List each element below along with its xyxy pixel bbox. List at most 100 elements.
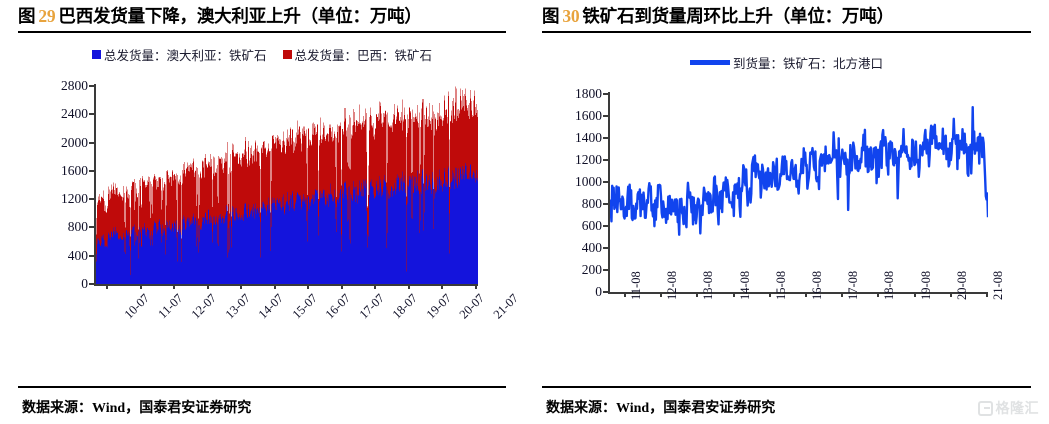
figure-29-number: 29	[38, 6, 56, 26]
y-tick-mark	[89, 283, 94, 285]
legend-item-brazil: 总发货量：巴西：铁矿石	[282, 45, 433, 64]
y-tick-mark	[89, 226, 94, 229]
figure-29-title-rule	[18, 31, 506, 33]
x-tick-mark	[877, 292, 880, 297]
legend-swatch-australia	[91, 49, 101, 59]
x-tick-mark	[340, 284, 343, 289]
figure-30-source: 数据来源：Wind，国泰君安证券研究	[546, 401, 776, 416]
legend-item-arrivals: 到货量：铁矿石：北方港口	[689, 53, 883, 72]
y-tick-label: 0	[595, 284, 602, 299]
x-tick-label: 16-07	[322, 291, 354, 322]
y-tick-mark	[603, 159, 608, 161]
y-tick-mark	[89, 198, 94, 201]
x-tick-mark	[307, 284, 309, 289]
x-tick-label: 21-07	[490, 291, 521, 322]
x-tick-mark	[913, 292, 916, 297]
y-tick-label: 1800	[575, 86, 602, 101]
y-tick-label: 600	[581, 218, 602, 233]
y-tick-label: 1200	[575, 152, 602, 167]
y-tick-label: 200	[581, 262, 602, 277]
figure-30-chart: 0 200 400 600 800 1000 1200 1400 1600 1800 11-08 12…	[542, 81, 1031, 333]
figure-30-plot-region: 0 200 400 600 800 1000 1200 1400 1600 1800 11-08 12…	[542, 81, 1031, 333]
x-tick-mark	[273, 284, 276, 289]
y-axis-line	[608, 92, 610, 294]
x-tick-label: 16-08	[810, 270, 824, 300]
y-tick-mark	[603, 181, 608, 183]
series-area-australia	[96, 163, 478, 284]
figure-30-legend: 到货量：铁矿石：北方港口	[542, 47, 1031, 77]
x-tick-label: 18-07	[389, 291, 421, 322]
x-tick-label: 18-08	[882, 270, 897, 300]
figure-29-source: 数据来源：Wind，国泰君安证券研究	[22, 401, 252, 416]
x-tick-mark	[407, 284, 410, 289]
y-tick-label: 2800	[61, 78, 88, 93]
figure-30-number: 30	[562, 6, 580, 26]
x-tick-label: 17-07	[356, 291, 387, 322]
logo-icon	[977, 400, 993, 416]
x-tick-mark	[696, 292, 699, 297]
x-tick-label: 12-07	[188, 291, 220, 322]
y-tick-label: 2000	[61, 134, 88, 150]
figure-29-legend: 总发货量：澳大利亚：铁矿石 总发货量：巴西：铁矿石	[18, 39, 506, 69]
x-tick-mark	[768, 292, 771, 297]
legend-label-brazil: 总发货量：巴西：铁矿石	[294, 48, 433, 63]
x-tick-label: 10-07	[121, 291, 153, 322]
x-tick-mark	[173, 284, 175, 289]
legend-label-australia: 总发货量：澳大利亚：铁矿石	[103, 48, 267, 63]
y-tick-mark	[89, 254, 94, 257]
y-axis-line	[94, 84, 96, 286]
figure-29-title: 图 29 巴西发货量下降，澳大利亚上升（单位：万吨）	[18, 0, 506, 29]
series-line-arrivals	[610, 106, 988, 236]
y-tick-mark	[603, 203, 608, 205]
x-tick-mark	[660, 292, 663, 297]
legend-line-arrivals	[689, 59, 730, 65]
figure-30-title-rule	[542, 31, 1031, 33]
y-tick-mark	[89, 85, 94, 87]
y-tick-label: 2400	[61, 106, 88, 122]
legend-swatch-brazil	[282, 49, 292, 59]
y-tick-mark	[603, 269, 608, 271]
x-tick-mark	[624, 292, 626, 297]
x-tick-mark	[139, 284, 142, 289]
y-tick-mark	[603, 115, 608, 117]
y-tick-label: 1200	[61, 191, 88, 207]
x-tick-mark	[949, 292, 952, 297]
y-tick-label: 800	[67, 219, 88, 235]
y-tick-label: 0	[81, 276, 88, 291]
plot-area	[96, 86, 478, 284]
y-tick-label: 1600	[61, 162, 88, 178]
x-tick-mark	[206, 284, 209, 289]
legend-item-australia: 总发货量：澳大利亚：铁矿石	[91, 45, 267, 64]
x-tick-mark	[106, 284, 108, 289]
x-tick-label: 12-08	[665, 270, 680, 300]
figure-30-title-text: 铁矿石到货量周环比上升（单位：万吨）	[582, 6, 894, 26]
x-tick-label: 20-07	[456, 291, 488, 322]
y-tick-label: 1600	[575, 108, 602, 123]
y-tick-label: 1000	[575, 174, 602, 189]
figure-29-panel: 图 29 巴西发货量下降，澳大利亚上升（单位：万吨） 总发货量：澳大利亚：铁矿石 总…	[0, 0, 524, 424]
x-tick-label: 19-08	[918, 270, 933, 300]
figure-29-footer-rule	[18, 386, 506, 388]
x-tick-mark	[474, 284, 477, 289]
x-tick-label: 14-07	[255, 291, 287, 322]
x-tick-label: 13-07	[222, 291, 253, 322]
x-axis-line	[608, 292, 988, 294]
legend-label-arrivals: 到货量：铁矿石：北方港口	[732, 56, 883, 71]
y-tick-mark	[603, 247, 608, 249]
x-tick-mark	[374, 284, 376, 289]
watermark: 格隆汇	[977, 398, 1040, 418]
figure-30-title: 图 30 铁矿石到货量周环比上升（单位：万吨）	[542, 0, 1031, 29]
figure-29-title-text: 巴西发货量下降，澳大利亚上升（单位：万吨）	[58, 6, 422, 26]
y-tick-label: 400	[67, 247, 88, 263]
x-tick-label: 20-08	[954, 270, 969, 300]
y-tick-mark	[603, 225, 608, 227]
x-tick-mark	[841, 292, 844, 297]
x-tick-mark	[441, 284, 443, 289]
x-tick-mark	[732, 292, 735, 297]
figure-29-plot-region: 0 400 800 1200 1600 2000 2400 2800 10-07 11-07 12-…	[18, 73, 521, 325]
x-tick-mark	[805, 292, 807, 297]
y-tick-mark	[603, 93, 608, 95]
x-tick-label: 21-08	[991, 270, 1005, 300]
x-tick-label: 15-07	[289, 291, 320, 322]
figure-29-chart: 0 400 800 1200 1600 2000 2400 2800 10-07 11-07 12-…	[18, 73, 521, 325]
